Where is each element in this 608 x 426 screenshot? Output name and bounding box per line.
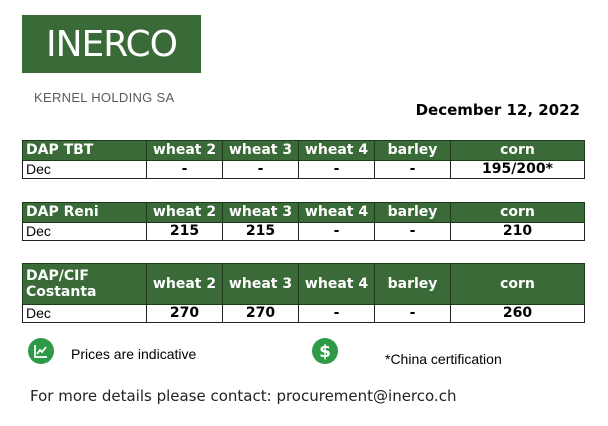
table-header-cell: wheat 4 (298, 140, 375, 161)
table-cell: Dec (22, 160, 147, 179)
logo-text: INERCO (46, 23, 178, 65)
chart-trend-icon (28, 338, 54, 364)
table-header-cell: DAP/CIF Costanta (22, 263, 147, 305)
table-cell: 270 (146, 304, 223, 323)
price-table-dap-tbt: DAP TBT wheat 2 wheat 3 wheat 4 barley c… (22, 140, 585, 179)
table-header-cell: corn (450, 263, 585, 305)
table-row: Dec 215 215 - - 210 (22, 222, 585, 241)
table-header-cell: corn (450, 202, 585, 223)
table-row: Dec - - - - 195/200* (22, 160, 585, 179)
contact-line: For more details please contact: procure… (30, 387, 457, 405)
table-row: Dec 270 270 - - 260 (22, 304, 585, 323)
table-cell: Dec (22, 222, 147, 241)
table-cell: - (298, 160, 375, 179)
dollar-icon: $ (312, 338, 338, 364)
table-cell: 260 (450, 304, 585, 323)
table-header-cell: barley (374, 202, 451, 223)
table-header-cell: wheat 2 (146, 140, 223, 161)
table-header-row: DAP TBT wheat 2 wheat 3 wheat 4 barley c… (22, 140, 585, 161)
svg-text:$: $ (319, 342, 331, 360)
table-cell: - (298, 304, 375, 323)
table-header-cell: wheat 2 (146, 202, 223, 223)
report-date: December 12, 2022 (415, 101, 580, 119)
table-cell: - (374, 304, 451, 323)
table-header-cell: wheat 3 (222, 263, 299, 305)
table-header-cell: corn (450, 140, 585, 161)
table-cell: 215 (222, 222, 299, 241)
table-cell: - (222, 160, 299, 179)
table-cell: Dec (22, 304, 147, 323)
table-cell: - (146, 160, 223, 179)
certification-note: *China certification (385, 351, 502, 367)
table-header-row: DAP/CIF Costanta wheat 2 wheat 3 wheat 4… (22, 263, 585, 305)
table-header-cell: wheat 3 (222, 140, 299, 161)
table-cell: - (298, 222, 375, 241)
price-table-dap-cif-costanta: DAP/CIF Costanta wheat 2 wheat 3 wheat 4… (22, 263, 585, 323)
table-header-cell: wheat 2 (146, 263, 223, 305)
inerco-logo: INERCO (22, 15, 201, 73)
table-cell: 195/200* (450, 160, 585, 179)
company-name: KERNEL HOLDING SA (34, 90, 175, 105)
table-cell: 215 (146, 222, 223, 241)
table-header-cell: DAP Reni (22, 202, 147, 223)
table-header-cell: wheat 4 (298, 202, 375, 223)
table-header-cell: barley (374, 263, 451, 305)
table-header-cell: wheat 4 (298, 263, 375, 305)
table-header-row: DAP Reni wheat 2 wheat 3 wheat 4 barley … (22, 202, 585, 223)
table-cell: 270 (222, 304, 299, 323)
table-cell: 210 (450, 222, 585, 241)
table-header-cell: DAP TBT (22, 140, 147, 161)
indicative-note: Prices are indicative (71, 346, 197, 362)
table-cell: - (374, 222, 451, 241)
table-header-cell: barley (374, 140, 451, 161)
table-header-cell: wheat 3 (222, 202, 299, 223)
price-table-dap-reni: DAP Reni wheat 2 wheat 3 wheat 4 barley … (22, 202, 585, 241)
table-cell: - (374, 160, 451, 179)
